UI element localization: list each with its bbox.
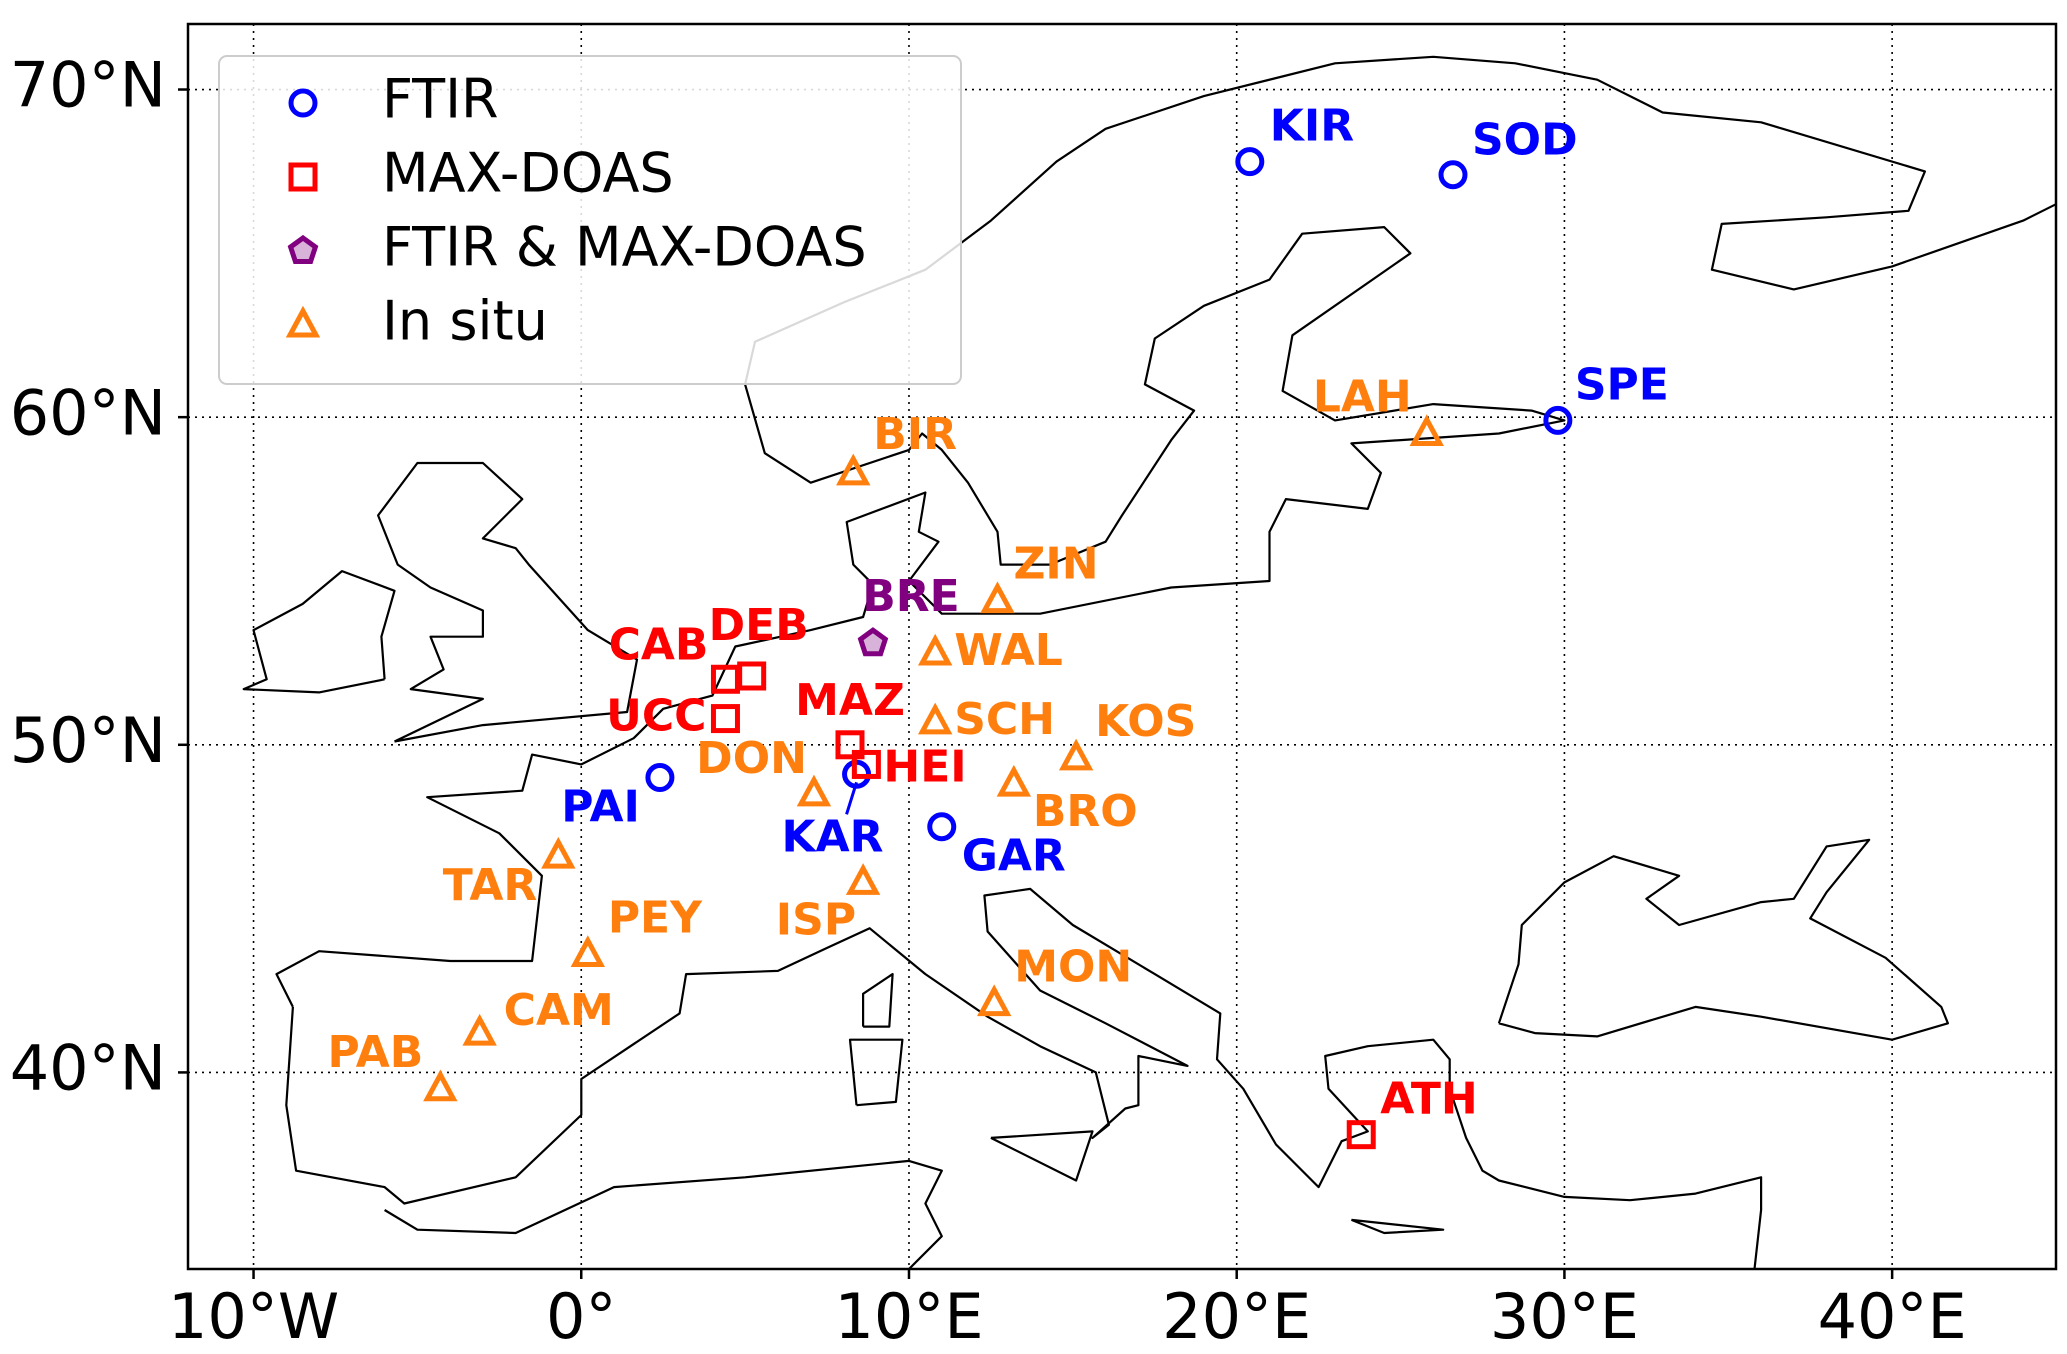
station-label: ZIN	[1013, 539, 1098, 590]
station-marker	[285, 305, 321, 338]
station-label: HEI	[883, 741, 966, 792]
station-marker	[836, 453, 871, 486]
y-tick-label: 70°N	[10, 49, 166, 122]
legend-label: FTIR & MAX-DOAS	[382, 216, 867, 279]
station-label: CAB	[609, 619, 709, 670]
station-marker	[1235, 147, 1265, 177]
station-marker	[996, 764, 1032, 797]
station-label: MON	[1014, 942, 1132, 993]
station-marker	[287, 234, 319, 264]
coastline	[848, 1038, 904, 1107]
y-tick-label: 40°N	[10, 1032, 166, 1105]
x-tick-label: 40°E	[1818, 1280, 1967, 1353]
station-label: SOD	[1472, 115, 1578, 166]
coastline	[242, 570, 396, 694]
station-label: KAR	[782, 811, 884, 862]
station-marker	[1438, 160, 1468, 190]
station-label: BRO	[1033, 786, 1138, 837]
x-tick-label: 30°E	[1490, 1280, 1639, 1353]
x-tick-label: 0°	[546, 1280, 616, 1353]
station-marker	[976, 984, 1012, 1017]
station-label: SPE	[1575, 359, 1669, 410]
legend-box	[218, 55, 962, 385]
grid	[188, 24, 2056, 1269]
station-label: ISP	[776, 894, 856, 945]
station-marker	[1346, 1120, 1376, 1150]
station-label: KIR	[1270, 101, 1354, 152]
station-label: PAB	[328, 1027, 424, 1078]
station-marker	[288, 88, 318, 118]
station-marker	[845, 863, 881, 895]
station-marker	[541, 836, 576, 869]
coastline	[862, 973, 894, 1028]
station-marker	[462, 1013, 497, 1046]
x-tick-label: 20°E	[1162, 1280, 1311, 1353]
station-label: PAI	[561, 782, 640, 833]
station-marker	[918, 633, 953, 666]
station-marker	[737, 661, 767, 691]
station-label: PEY	[608, 892, 703, 943]
station-marker	[423, 1069, 458, 1102]
station-label: WAL	[954, 625, 1063, 676]
station-marker	[1058, 738, 1094, 771]
station-marker	[927, 812, 957, 842]
station-label: BIR	[873, 409, 957, 460]
map-frame	[186, 22, 2058, 1271]
station-marker	[796, 774, 832, 807]
station-label: UCC	[606, 691, 706, 742]
station-marker	[980, 581, 1015, 614]
station-marker	[835, 730, 865, 760]
legend-label: FTIR	[382, 68, 499, 131]
legend-label: MAX-DOAS	[382, 142, 674, 205]
ticks: 10°W 0° 10°E 20°E 30°E 40°E 40°N 50°N 60°N 70°N	[10, 49, 1967, 1353]
legend: FTIR MAX-DOAS FTIR & MAX-DOAS In situ	[285, 68, 867, 353]
coastlines	[242, 55, 2056, 1269]
station-label: BRE	[862, 571, 959, 622]
station-marker	[857, 627, 889, 657]
coastline	[1350, 1218, 1445, 1235]
station-label: GAR	[962, 831, 1066, 882]
station-label: KOS	[1095, 696, 1196, 747]
station-label: LAH	[1313, 372, 1412, 423]
station-marker	[570, 935, 606, 967]
station-label: MAZ	[795, 675, 905, 726]
station-marker	[1409, 414, 1444, 447]
legend-label: In situ	[382, 290, 548, 353]
station-marker	[851, 749, 881, 779]
station-label: DEB	[709, 600, 809, 651]
coastline	[990, 1130, 1094, 1182]
x-tick-label: 10°E	[834, 1280, 983, 1353]
station-marker	[918, 702, 953, 735]
station-marker	[645, 763, 675, 793]
y-tick-label: 50°N	[10, 704, 166, 777]
coastline	[275, 55, 2056, 1008]
station-marker	[288, 162, 318, 192]
y-tick-label: 60°N	[10, 376, 166, 449]
station-label: CAM	[504, 985, 614, 1036]
coastline	[384, 1159, 943, 1269]
station-label: SCH	[954, 694, 1055, 745]
station-label: DON	[696, 733, 807, 784]
coastline	[285, 887, 1763, 1269]
x-tick-label: 10°W	[168, 1280, 339, 1353]
coastline	[377, 461, 639, 743]
station-label: ATH	[1380, 1074, 1477, 1125]
station-label: TAR	[443, 860, 538, 911]
station-marker	[1543, 405, 1573, 435]
coastline	[1497, 838, 1949, 1041]
station-marker	[710, 704, 740, 734]
